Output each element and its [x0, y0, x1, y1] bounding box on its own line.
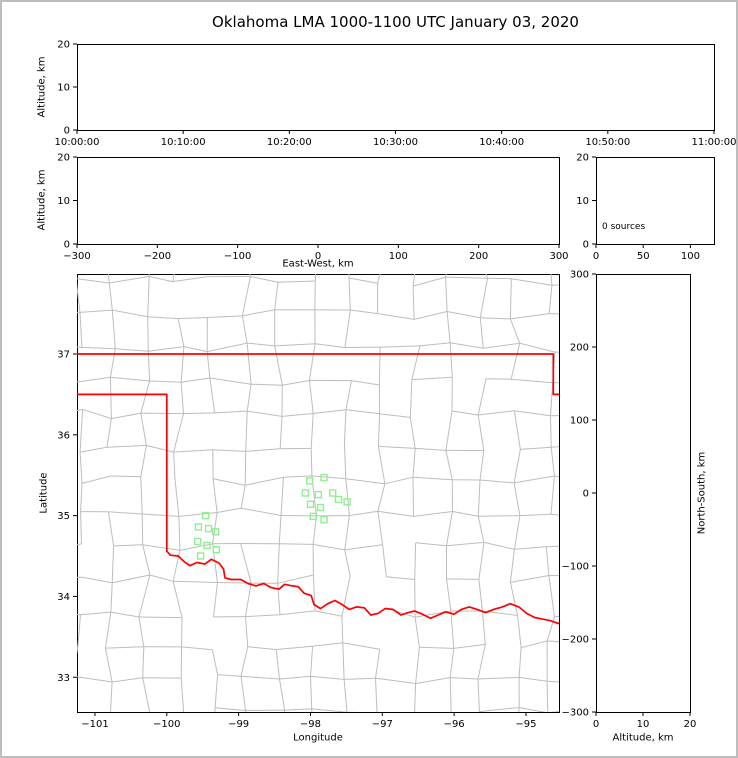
tick-label: 10:40:00 [479, 137, 524, 148]
tick-label: 10:30:00 [373, 137, 418, 148]
tick-label: 36 [57, 430, 70, 441]
sources-count-annotation: 0 sources [602, 222, 646, 232]
tick-label: 0 [593, 719, 599, 730]
tick-label: 100 [681, 251, 700, 262]
map-y-axis-label: Latitude [38, 472, 50, 514]
tick-label: 20 [684, 719, 697, 730]
oklahoma-state-border [77, 393, 559, 625]
lma-station-marker [314, 490, 323, 499]
tick-label: −100 [153, 719, 180, 730]
tick-label: −101 [81, 719, 108, 730]
tick-label: −200 [144, 251, 171, 262]
lma-station-marker [320, 473, 328, 482]
tick-label: −96 [444, 719, 465, 730]
tick-label: 20 [57, 153, 70, 164]
lma-station-marker [212, 545, 221, 554]
figure-title: Oklahoma LMA 1000-1100 UTC January 03, 2… [212, 13, 579, 31]
tick-label: 20 [57, 40, 70, 51]
tick-label: −99 [228, 719, 249, 730]
tick-label: −98 [300, 719, 321, 730]
lma-station-marker [320, 516, 328, 524]
lma-station-marker [334, 495, 343, 504]
tick-label: −100 [224, 251, 251, 262]
tick-label: −300 [562, 708, 589, 719]
lma-station-marker [329, 489, 337, 497]
tick-label: 20 [576, 153, 589, 164]
tick-label: 0 [64, 240, 70, 251]
tick-label: 10 [57, 196, 70, 207]
tick-label: 0 [583, 240, 589, 251]
tick-label: 0 [593, 251, 599, 262]
panel-altitude-vs-eastwest [77, 157, 560, 245]
tick-label: 10:50:00 [585, 137, 630, 148]
lma-station-marker [211, 528, 220, 536]
lma-station-marker [193, 537, 202, 546]
tick-label: −200 [562, 635, 589, 646]
tick-label: 33 [57, 673, 70, 684]
tick-label: 10 [57, 83, 70, 94]
tick-label: −95 [515, 719, 536, 730]
oklahoma-state-border [77, 353, 559, 396]
tick-label: 200 [570, 343, 589, 354]
tick-label: 10:10:00 [161, 137, 206, 148]
tick-label: 37 [57, 350, 70, 361]
tick-label: 100 [570, 416, 589, 427]
lma-stations [193, 473, 351, 560]
lma-station-marker [194, 523, 203, 531]
lma-station-marker [306, 477, 314, 485]
tick-label: 35 [57, 511, 70, 522]
lma-station-marker [201, 511, 210, 520]
lma-station-marker [301, 489, 310, 497]
tick-label: 300 [570, 270, 589, 281]
lma-station-marker [203, 541, 211, 550]
map-x-axis-label: Longitude [293, 732, 343, 744]
map-layers [77, 274, 559, 712]
panel-altitude-vs-time [77, 44, 715, 131]
lma-station-marker [343, 498, 351, 506]
panel-map-plan-view [77, 274, 560, 713]
tick-label: 100 [389, 251, 408, 262]
ns-panel-x-axis-label: Altitude, km [612, 732, 674, 744]
ns-panel-y-axis-label: North-South, km [696, 451, 708, 535]
tick-label: −300 [63, 251, 90, 262]
tick-label: 0 [315, 251, 321, 262]
tick-label: 300 [549, 251, 568, 262]
lma-station-marker [316, 503, 325, 512]
tick-label: 11:00:00 [692, 137, 736, 148]
tick-label: −97 [372, 719, 393, 730]
lma-station-marker [306, 500, 315, 508]
panel-source-histogram [596, 157, 715, 245]
time-panel-y-axis-label: Altitude, km [36, 56, 48, 118]
tick-label: 50 [637, 251, 650, 262]
ew-panel-x-axis-label: East-West, km [282, 258, 354, 270]
lma-station-marker [204, 524, 213, 533]
tick-label: 0 [583, 489, 589, 500]
county-boundaries [77, 274, 559, 712]
lma-station-marker [309, 512, 317, 521]
lma-station-marker [196, 552, 205, 560]
tick-label: 10 [637, 719, 650, 730]
tick-label: 0 [64, 126, 70, 137]
tick-label: 34 [57, 592, 70, 603]
tick-label: 200 [469, 251, 488, 262]
panel-northsouth-vs-altitude [596, 274, 691, 713]
ew-panel-y-axis-label: Altitude, km [36, 169, 48, 231]
tick-label: 10:20:00 [267, 137, 312, 148]
tick-label: 10 [576, 196, 589, 207]
tick-label: 10:00:00 [55, 137, 100, 148]
tick-label: −100 [562, 562, 589, 573]
